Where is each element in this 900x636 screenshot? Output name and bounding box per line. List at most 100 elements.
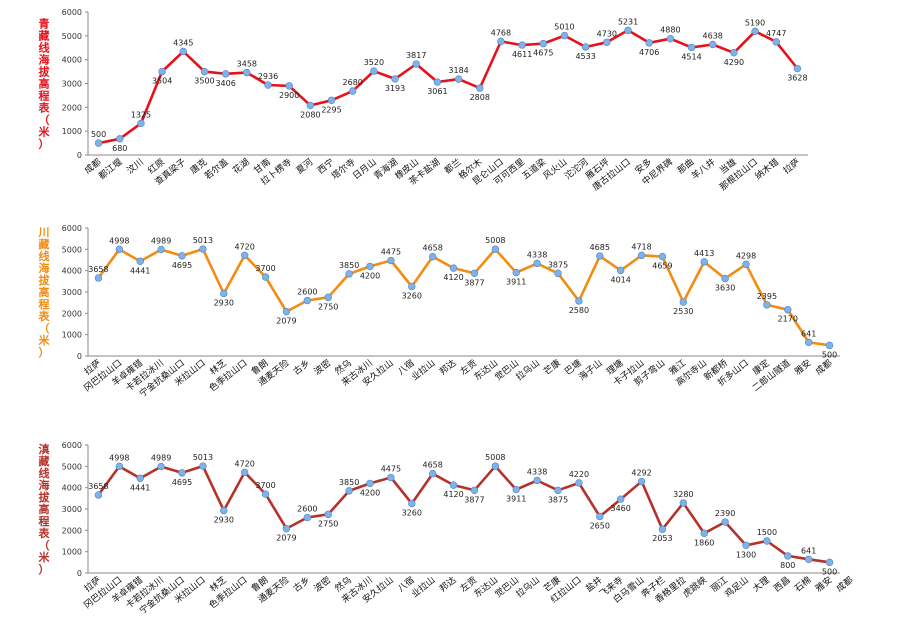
data-point — [243, 68, 251, 77]
data-label: 4413 — [694, 249, 714, 258]
data-label: 2170 — [778, 315, 798, 324]
data-point — [199, 245, 207, 253]
data-label: 4475 — [381, 465, 401, 474]
data-label: 4989 — [151, 454, 171, 463]
y-tick-label: 3000 — [62, 288, 82, 297]
data-point — [512, 485, 520, 494]
data-label: 4685 — [590, 243, 610, 252]
data-label: 2750 — [318, 519, 338, 528]
data-point — [449, 481, 458, 489]
data-point — [157, 462, 165, 471]
data-point — [721, 274, 729, 283]
data-label: 1860 — [694, 538, 714, 547]
data-point — [763, 537, 771, 545]
data-label: 2080 — [300, 110, 320, 119]
data-label: 3850 — [339, 478, 359, 487]
data-label: 1300 — [736, 550, 756, 559]
data-point — [94, 491, 103, 499]
data-point — [518, 41, 526, 49]
data-point — [825, 341, 834, 350]
data-label: 4120 — [443, 273, 463, 282]
data-label: 3658 — [88, 482, 108, 491]
data-label: 2900 — [279, 91, 299, 100]
data-point — [199, 462, 207, 470]
data-point — [137, 119, 145, 128]
data-label: 4718 — [631, 242, 651, 251]
data-label: 4292 — [631, 468, 651, 477]
data-point — [261, 273, 270, 281]
data-point — [730, 49, 738, 57]
y-tick-label: 0 — [77, 569, 82, 578]
x-tick-label: 拉乌山 — [513, 574, 542, 600]
series-line — [97, 464, 830, 564]
data-label: 4880 — [660, 26, 680, 35]
x-tick-label: 成都 — [813, 357, 835, 378]
data-point — [94, 274, 103, 282]
x-tick-label: 业拉山 — [409, 574, 438, 600]
data-label: 3500 — [194, 77, 214, 86]
data-label: 3260 — [402, 291, 422, 300]
data-point — [497, 37, 505, 46]
data-point — [387, 473, 395, 482]
x-tick-label: 雅安 — [813, 574, 835, 595]
y-tick-label: 3000 — [62, 80, 82, 89]
data-point — [539, 39, 547, 48]
y-tick-label: 5000 — [62, 32, 82, 41]
y-tick-label: 4000 — [62, 484, 82, 493]
data-label: 500 — [822, 350, 837, 359]
y-tick-label: 2000 — [62, 103, 82, 112]
data-point — [700, 258, 708, 266]
data-label: 2750 — [318, 302, 338, 311]
y-tick-label: 2000 — [62, 526, 82, 535]
data-label: 5231 — [618, 17, 638, 26]
data-label: 2600 — [297, 505, 317, 514]
data-point — [303, 513, 312, 522]
data-point — [700, 529, 708, 538]
data-point — [240, 251, 249, 260]
data-point — [721, 518, 729, 526]
data-label: 3700 — [255, 264, 275, 273]
y-tick-label: 0 — [77, 352, 82, 361]
data-label: 3520 — [364, 58, 384, 67]
y-axis-title: 川藏线海拔高程表（米） — [38, 226, 51, 359]
data-point — [264, 81, 272, 89]
y-tick-label: 1000 — [62, 548, 82, 557]
data-label: 4998 — [109, 236, 129, 245]
data-label: 2390 — [715, 509, 735, 518]
data-label: 3406 — [215, 79, 235, 88]
data-label: 500 — [91, 130, 106, 139]
data-point — [603, 38, 611, 46]
data-point — [454, 75, 463, 83]
data-label: 4533 — [575, 52, 595, 61]
data-label: 2680 — [343, 78, 363, 87]
data-point — [449, 264, 458, 272]
data-point — [412, 60, 420, 68]
data-label: 3460 — [610, 504, 630, 513]
data-label: 4200 — [360, 488, 380, 497]
data-label: 4345 — [173, 38, 193, 47]
x-tick-label: 拉乌山 — [513, 357, 542, 383]
y-tick-label: 5000 — [62, 245, 82, 254]
data-label: 4658 — [422, 244, 442, 253]
data-label: 2079 — [276, 534, 296, 543]
y-tick-label: 4000 — [62, 267, 82, 276]
y-tick-label: 6000 — [62, 441, 82, 450]
data-point — [306, 101, 315, 110]
data-label: 4441 — [130, 483, 150, 492]
x-tick-label: 成都 — [834, 574, 856, 595]
x-tick-label: 鸡足山 — [722, 574, 751, 600]
data-label: 3280 — [673, 490, 693, 499]
data-label: 5008 — [485, 453, 505, 462]
data-point — [178, 469, 186, 477]
data-point — [763, 301, 771, 309]
data-point — [370, 67, 378, 75]
x-tick-label: 虎跳峡 — [680, 574, 709, 600]
data-label: 4720 — [234, 242, 254, 251]
data-point — [470, 486, 479, 494]
x-tick-label: 大理 — [750, 574, 772, 595]
data-label: 2650 — [590, 521, 610, 530]
data-label: 2395 — [757, 292, 777, 301]
data-label: 4014 — [610, 275, 630, 284]
x-tick-label: 邦达 — [437, 357, 459, 378]
data-point — [825, 558, 834, 567]
